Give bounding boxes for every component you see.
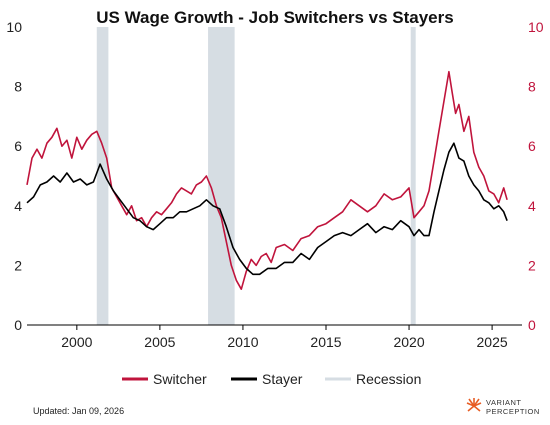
legend: Switcher Stayer Recession: [122, 371, 421, 387]
recession-band: [410, 27, 416, 325]
x-tick-label: 2025: [477, 334, 508, 350]
y-tick-right: 10: [528, 19, 544, 35]
axes: 0 2 4 6 8 10 0 2 4 6 8 10 2000 2005 2010 2015 2020 2025: [6, 19, 543, 350]
y-tick-left: 6: [14, 138, 22, 154]
series-lines: [26, 70, 508, 290]
x-tick-label: 2020: [393, 334, 424, 350]
y-tick-left: 2: [14, 257, 22, 273]
y-tick-right: 4: [528, 198, 536, 214]
brand-name-line1: VARIANT: [486, 398, 521, 407]
x-tick-label: 2005: [144, 334, 175, 350]
y-tick-right: 0: [528, 317, 536, 333]
recession-bands: [96, 27, 416, 325]
y-tick-right: 2: [528, 257, 536, 273]
recession-band: [96, 27, 109, 325]
sunburst-icon: [466, 398, 482, 412]
y-tick-left: 10: [6, 19, 22, 35]
x-tick-label: 2010: [227, 334, 258, 350]
brand-name-line2: PERCEPTION: [486, 407, 540, 416]
y-tick-left: 8: [14, 79, 22, 95]
brand-logo: VARIANT PERCEPTION: [466, 398, 540, 416]
x-tick-label: 2015: [310, 334, 341, 350]
chart-title: US Wage Growth - Job Switchers vs Stayer…: [96, 8, 453, 27]
series-line-switcher: [26, 70, 508, 290]
x-tick-label: 2000: [61, 334, 92, 350]
legend-label-recession: Recession: [356, 371, 421, 387]
series-line-stayer: [26, 142, 508, 276]
y-tick-right: 8: [528, 79, 536, 95]
legend-label-switcher: Switcher: [153, 371, 207, 387]
recession-band: [208, 27, 235, 325]
y-tick-left: 0: [14, 317, 22, 333]
y-tick-right: 6: [528, 138, 536, 154]
legend-label-stayer: Stayer: [262, 371, 303, 387]
y-tick-left: 4: [14, 198, 22, 214]
updated-note: Updated: Jan 09, 2026: [33, 406, 124, 416]
